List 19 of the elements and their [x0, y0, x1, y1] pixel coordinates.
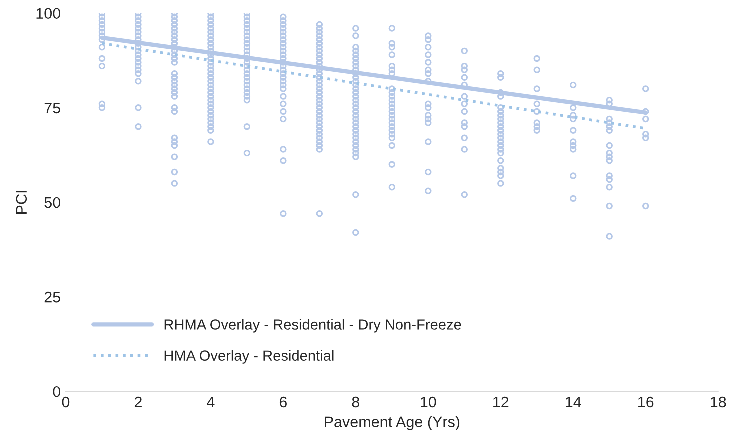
- x-tick-label: 2: [134, 396, 142, 408]
- y-tick-label: 100: [36, 8, 61, 20]
- y-tick-label: 50: [44, 197, 61, 208]
- x-tick-label: 14: [566, 397, 582, 408]
- x-tick-label: 16: [638, 396, 654, 408]
- y-tick-label: 0: [53, 386, 61, 398]
- y-axis-title: PCI: [16, 191, 28, 214]
- legend-label: HMA Overlay - Residential: [164, 350, 334, 364]
- x-tick-label: 12: [494, 396, 509, 408]
- x-tick-label: 6: [280, 396, 288, 408]
- y-tick-label: 75: [44, 102, 60, 114]
- x-tick-label: 10: [421, 396, 436, 408]
- x-tick-label: 4: [207, 397, 215, 408]
- x-axis-title: Pavement Age (Yrs): [325, 416, 460, 430]
- x-tick-label: 0: [62, 396, 70, 408]
- y-tick-label: 25: [44, 292, 60, 303]
- x-tick-label: 8: [352, 396, 360, 408]
- legend-label: RHMA Overlay - Residential - Dry Non-Freeze: [164, 319, 462, 333]
- x-tick-label: 18: [711, 396, 726, 408]
